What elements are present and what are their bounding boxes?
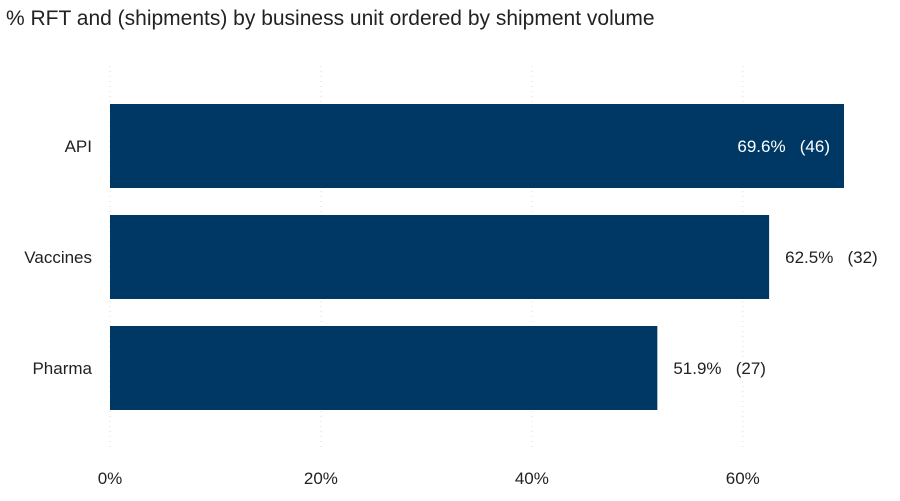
category-label: Vaccines: [24, 248, 92, 267]
x-tick-label: 60%: [726, 469, 760, 488]
data-label: 69.6% (46): [737, 137, 830, 156]
category-label: Pharma: [32, 359, 92, 378]
x-tick-label: 20%: [304, 469, 338, 488]
x-tick-label: 40%: [515, 469, 549, 488]
bar-api: [110, 104, 844, 188]
category-label: API: [65, 137, 92, 156]
x-tick-label: 0%: [98, 469, 123, 488]
bar-vaccines: [110, 215, 770, 299]
data-label: 62.5% (32): [785, 248, 878, 267]
bar-pharma: [110, 326, 658, 410]
chart-title: % RFT and (shipments) by business unit o…: [6, 7, 655, 30]
data-label: 51.9% (27): [673, 359, 766, 378]
